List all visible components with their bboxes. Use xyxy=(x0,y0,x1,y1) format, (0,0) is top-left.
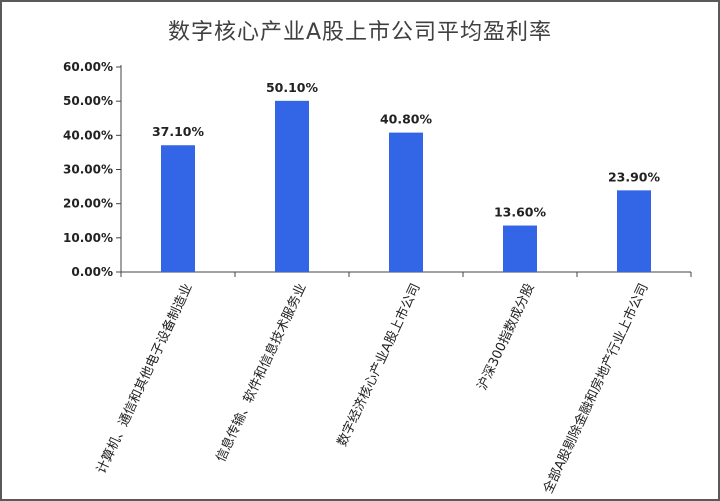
y-tick-label: 60.00% xyxy=(63,60,113,74)
bar[interactable] xyxy=(389,132,423,272)
x-category-label: 沪深300指数成分股 xyxy=(474,281,537,393)
bar[interactable] xyxy=(503,225,537,272)
y-tick-label: 0.00% xyxy=(71,265,113,279)
bar[interactable] xyxy=(617,190,651,272)
x-category-label: 数字经济核心产业A股上市公司 xyxy=(334,281,424,449)
y-tick-label: 50.00% xyxy=(63,94,113,108)
data-label: 23.90% xyxy=(608,169,661,184)
y-tick-label: 20.00% xyxy=(63,197,113,211)
bar[interactable] xyxy=(275,100,309,272)
data-label: 37.10% xyxy=(152,124,205,139)
data-label: 50.10% xyxy=(266,80,319,95)
chart-title: 数字核心产业A股上市公司平均盈利率 xyxy=(167,20,553,45)
y-tick-label: 10.00% xyxy=(63,231,113,245)
bar[interactable] xyxy=(161,145,195,272)
data-label: 13.60% xyxy=(494,205,547,220)
data-label: 40.80% xyxy=(380,112,433,127)
x-category-label: 信息传输、软件和信息技术服务业 xyxy=(213,281,310,465)
x-category-label: 计算机、通信和其他电子设备制造业 xyxy=(93,281,195,476)
y-tick-label: 40.00% xyxy=(63,128,113,142)
x-category-label: 全部A股剔除金融和房地产行业上市公司 xyxy=(540,281,652,496)
y-tick-label: 30.00% xyxy=(63,163,113,177)
